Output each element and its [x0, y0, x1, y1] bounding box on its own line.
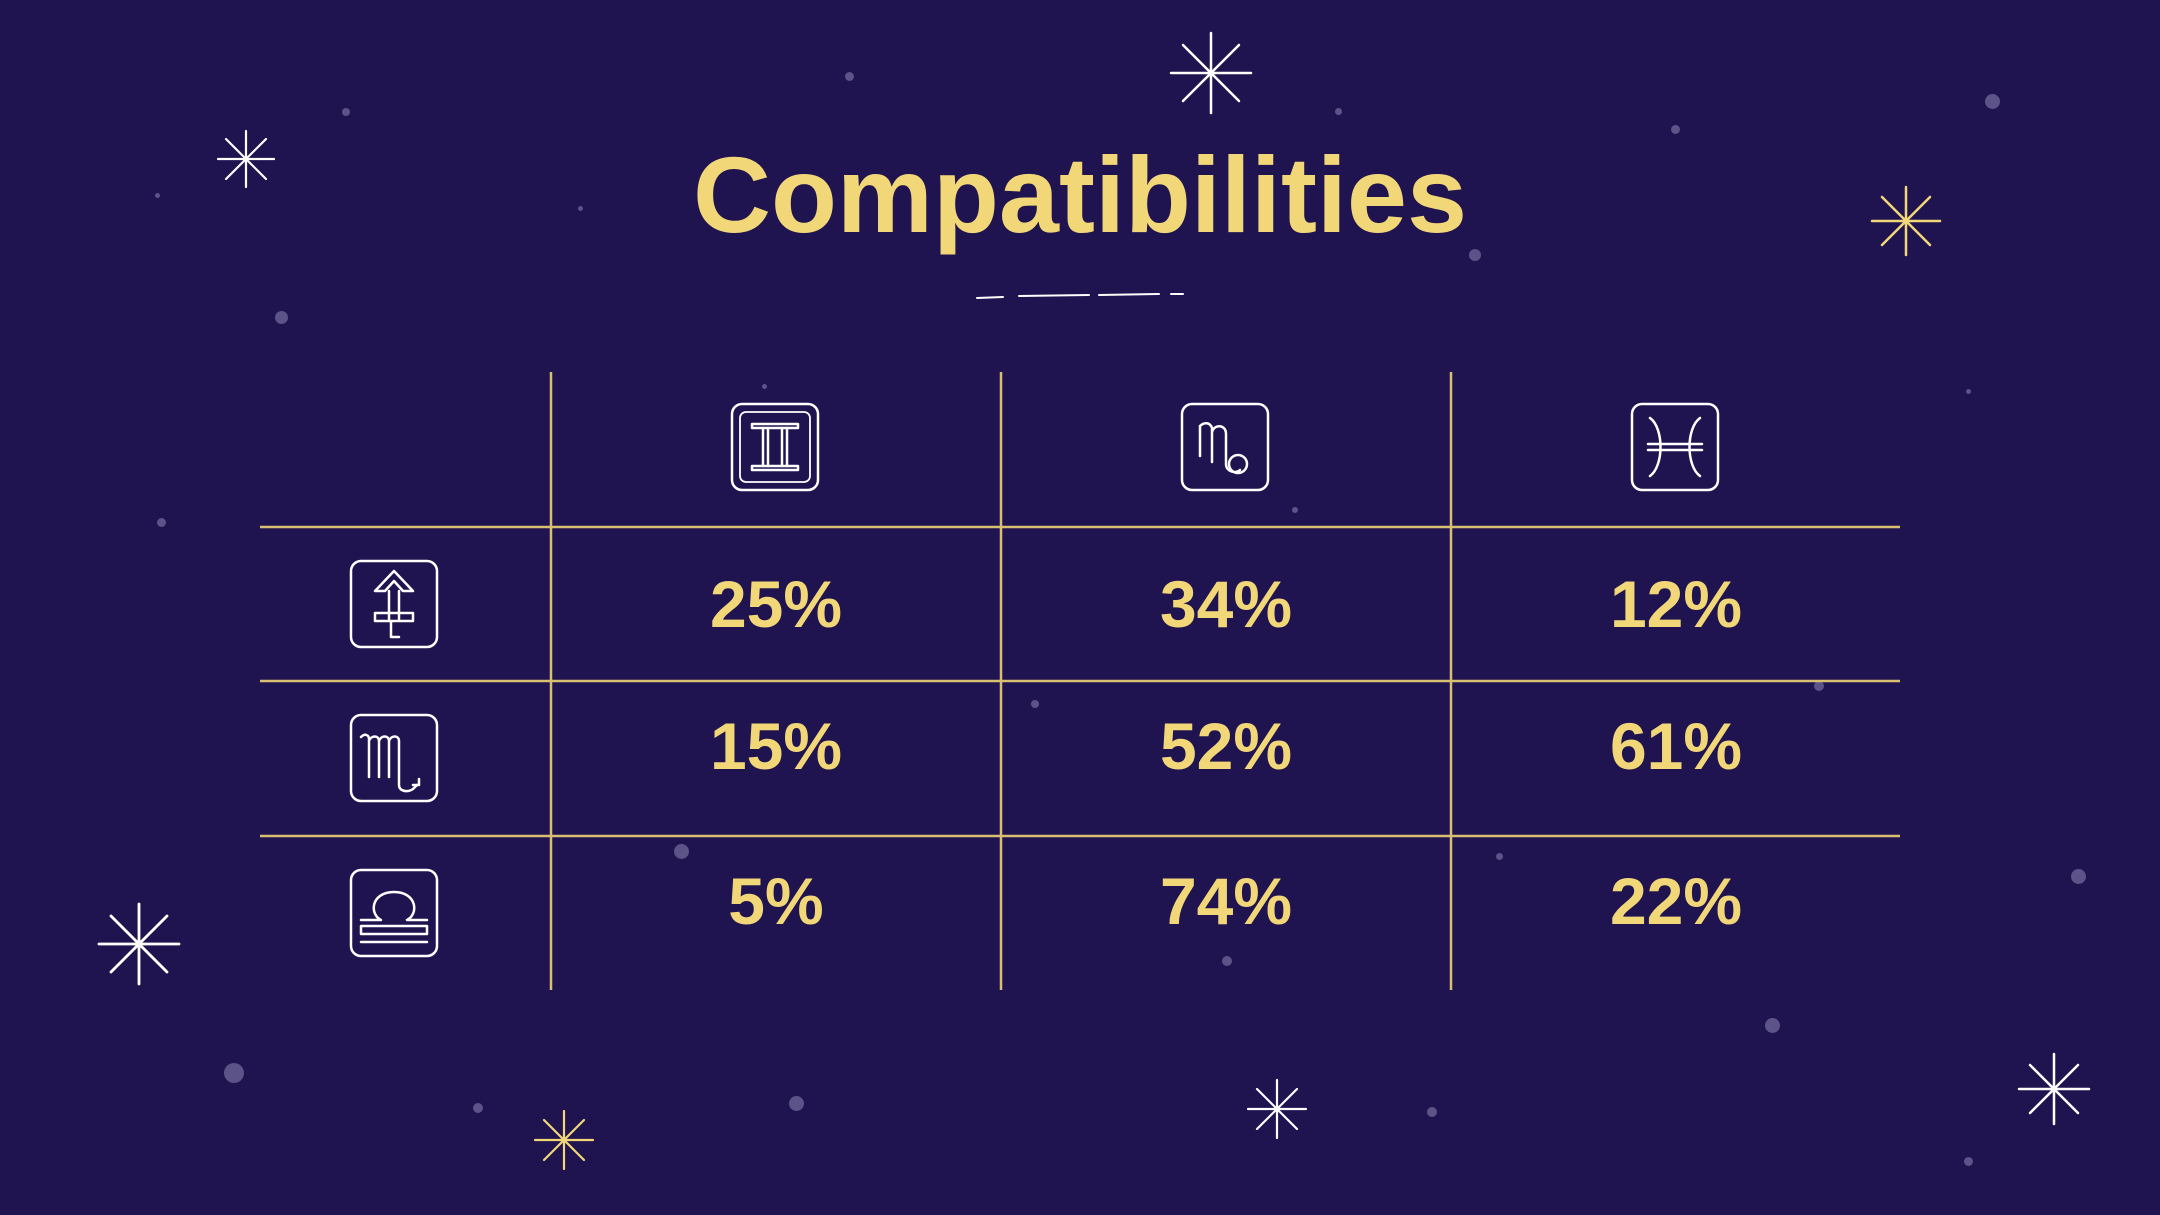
star-dot: [1031, 700, 1039, 708]
star-dot: [762, 384, 767, 389]
star-dot: [1985, 94, 2000, 109]
sparkle-icon: [533, 1109, 595, 1171]
star-dot: [1671, 125, 1680, 134]
star-dot: [275, 311, 288, 324]
sparkle-icon: [1246, 1078, 1308, 1140]
star-dot: [1469, 249, 1481, 261]
star-dot: [157, 518, 166, 527]
star-dot: [224, 1063, 244, 1083]
star-dot: [1427, 1107, 1437, 1117]
star-dot: [1222, 956, 1232, 966]
libra-icon: [349, 868, 439, 958]
star-dot: [155, 193, 160, 198]
page-title: Compatibilities: [692, 134, 1468, 255]
table-cell: 12%: [1609, 567, 1743, 641]
star-dot: [845, 72, 854, 81]
capricorn-icon: [1180, 402, 1270, 492]
star-dot: [1814, 681, 1824, 691]
star-dot: [1292, 507, 1298, 513]
sparkle-icon: [216, 129, 276, 189]
scorpio-icon: [349, 713, 439, 803]
title-divider: [976, 293, 1184, 299]
table-cell: 61%: [1609, 709, 1743, 783]
gemini-icon: [730, 402, 820, 492]
sparkle-icon: [1169, 31, 1253, 115]
star-dot: [1765, 1018, 1780, 1033]
star-dot: [674, 844, 689, 859]
star-dot: [1966, 389, 1971, 394]
sparkle-icon: [2017, 1052, 2091, 1126]
table-cell: 5%: [728, 864, 824, 938]
pisces-icon: [1630, 402, 1720, 492]
star-dot: [2071, 869, 2086, 884]
star-dot: [1964, 1157, 1973, 1166]
sparkle-icon: [1870, 185, 1942, 257]
table-cell: 22%: [1609, 864, 1743, 938]
star-dot: [473, 1103, 483, 1113]
table-cell: 74%: [1159, 864, 1293, 938]
star-dot: [1496, 853, 1503, 860]
table-cell: 34%: [1159, 567, 1293, 641]
star-dot: [342, 108, 350, 116]
star-dot: [1335, 108, 1342, 115]
star-dot: [578, 206, 583, 211]
sparkle-icon: [97, 902, 181, 986]
sagittarius-icon: [349, 559, 439, 649]
table-cell: 52%: [1159, 709, 1293, 783]
table-cell: 15%: [709, 709, 843, 783]
star-dot: [789, 1096, 804, 1111]
table-cell: 25%: [709, 567, 843, 641]
